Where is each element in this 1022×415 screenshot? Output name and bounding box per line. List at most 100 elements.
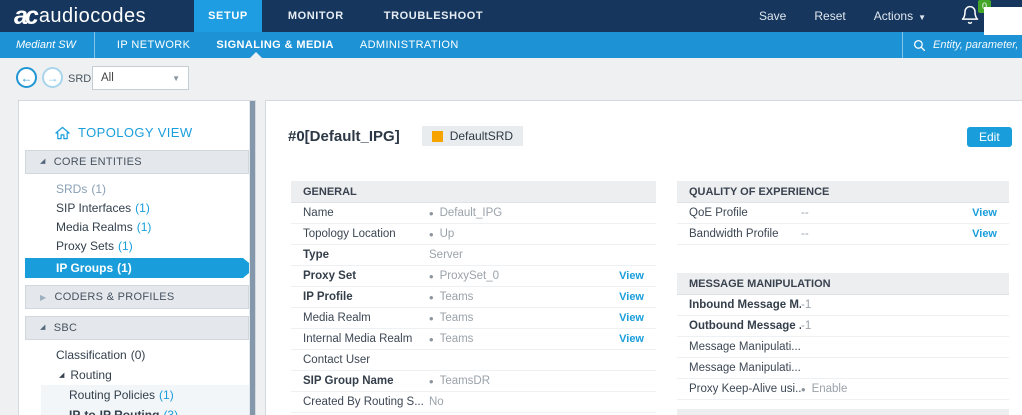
sidebar-entry[interactable]: IP-to-IP Routing (3) [41,405,253,415]
scrollbar-thumb[interactable] [250,101,255,415]
tab-ip-network[interactable]: IP NETWORK [116,39,191,51]
sidebar-entry[interactable]: Media Realms (1) [19,218,255,236]
row-label: Media Realm [303,312,371,324]
customer-logo-box [984,7,1022,35]
row-value: Up [429,227,656,242]
top-actions: Save Reset Actions ▼ 0 [759,0,991,32]
tab-signaling-media[interactable]: SIGNALING & MEDIA [216,39,334,51]
table-row: Proxy Set ProxySet_0 View [291,266,656,287]
sidebar-entry[interactable]: Classification (0) [19,346,255,364]
general-rows: Name Default_IPG Topology Location Up Ty… [291,203,656,415]
row-label: Bandwidth Profile [689,228,779,240]
expander-icon [40,291,54,303]
logo-mark: ac [14,1,39,30]
divider [93,32,95,58]
sidebar-entry-label: Proxy Sets [56,239,115,253]
reset-button[interactable]: Reset [814,9,846,23]
sidebar-entry[interactable]: CODERS & PROFILES [25,285,249,309]
view-link[interactable]: View [619,312,644,324]
forward-button[interactable]: → [42,67,63,88]
row-value: Server [429,249,463,261]
bullet-icon [429,269,440,284]
row-label: Outbound Message ... [689,320,801,332]
tab-monitor[interactable]: MONITOR [287,10,344,22]
row-value: -1 [801,299,812,311]
bullet-icon [429,290,440,305]
save-button[interactable]: Save [759,9,787,23]
row-label: Created By Routing S... [303,396,424,408]
home-icon [55,126,70,139]
actions-menu-button[interactable]: Actions ▼ [873,9,926,23]
srd-color-icon [431,130,443,142]
edit-button[interactable]: Edit [967,127,1012,147]
srd-dropdown-value: All [101,72,114,84]
row-value: Teams [429,311,619,326]
logo-text: audiocodes [38,5,147,27]
view-link[interactable]: View [619,291,644,303]
sidebar-entry[interactable]: Routing [19,366,255,384]
general-section: GENERAL Name Default_IPG Topology Locati… [291,181,656,415]
search-input[interactable] [933,39,1022,51]
row-label: IP Profile [303,291,353,303]
table-row: IP Profile Teams View [291,287,656,308]
row-label: SIP Group Name [303,375,394,387]
topology-view-link[interactable]: TOPOLOGY VIEW [55,125,255,140]
sidebar-entry-label: CORE ENTITIES [53,156,142,168]
primary-nav: SETUP MONITOR TROUBLESHOOT [194,0,509,32]
section-header: QUALITY OF EXPERIENCE [677,181,1009,203]
row-label: Proxy Keep-Alive usi... [689,383,801,395]
sidebar-entry[interactable]: CORE ENTITIES [25,150,249,174]
table-row: Topology Location Up [291,224,656,245]
view-link[interactable]: View [619,333,644,345]
sidebar-entry[interactable]: Proxy Sets (1) [19,237,255,255]
sidebar-entry-count: (1) [118,239,133,253]
sidebar-entry-count: (1) [136,220,152,234]
section-header: GENERAL [291,181,656,203]
sidebar-entry[interactable]: IP Groups (1) [25,258,255,278]
sidebar-entry[interactable]: SIP Interfaces (1) [19,199,255,217]
row-value: Teams [429,290,619,305]
notifications-button[interactable]: 0 [960,0,991,27]
table-row: Name Default_IPG [291,203,656,224]
sidebar-scrollbar[interactable] [249,101,255,415]
row-value: -- [801,207,809,219]
sidebar-entry[interactable]: SRDs (1) [19,180,255,198]
sidebar-entry-count: (1) [135,201,150,215]
tab-troubleshoot[interactable]: TROUBLESHOOT [383,10,484,22]
secondary-nav: IP NETWORK SIGNALING & MEDIA ADMINISTRAT… [117,39,459,51]
srd-label: SRD [68,73,92,85]
view-link[interactable]: View [972,228,997,240]
bullet-icon [429,332,440,347]
message-manipulation-rows: Inbound Message M... -1 Outbound Message… [677,295,1009,400]
srd-dropdown[interactable]: All ▼ [92,66,189,90]
sidebar-entry-label: Media Realms [56,220,133,234]
sidebar-entry-label: Classification [56,348,127,362]
sidebar-entry-label: SBC [53,322,78,334]
row-value: TeamsDR [429,374,656,389]
row-label: Message Manipulati... [689,362,801,374]
row-value: No [429,396,444,408]
sidebar-entry-label: IP-to-IP Routing [69,408,160,415]
tab-administration[interactable]: ADMINISTRATION [359,39,459,51]
sidebar-entry-count: (1) [117,261,132,275]
qoe-section: QUALITY OF EXPERIENCE QoE Profile -- Vie… [677,181,1009,245]
next-section-partial [677,409,1009,415]
table-row: Created By Routing S... No [291,392,656,413]
device-name: Mediant SW [16,39,76,51]
back-button[interactable]: ← [16,67,37,88]
table-row: Type Server [291,245,656,266]
expander-icon [40,322,54,334]
tab-setup[interactable]: SETUP [194,0,262,32]
bullet-icon [429,374,440,389]
view-link[interactable]: View [619,270,644,282]
sidebar-entry[interactable]: SBC [25,316,249,340]
table-row: Internal Media Realm Teams View [291,329,656,350]
sidebar-entry-label: IP Groups [56,261,114,275]
row-label: Type [303,249,329,261]
top-bar: ac audiocodes SETUP MONITOR TROUBLESHOOT… [0,0,1022,35]
sidebar-entry[interactable]: Routing Policies (1) [41,385,253,405]
table-row: Proxy Keep-Alive usi... Enable [677,379,1009,400]
row-value: Teams [429,332,619,347]
view-link[interactable]: View [972,207,997,219]
